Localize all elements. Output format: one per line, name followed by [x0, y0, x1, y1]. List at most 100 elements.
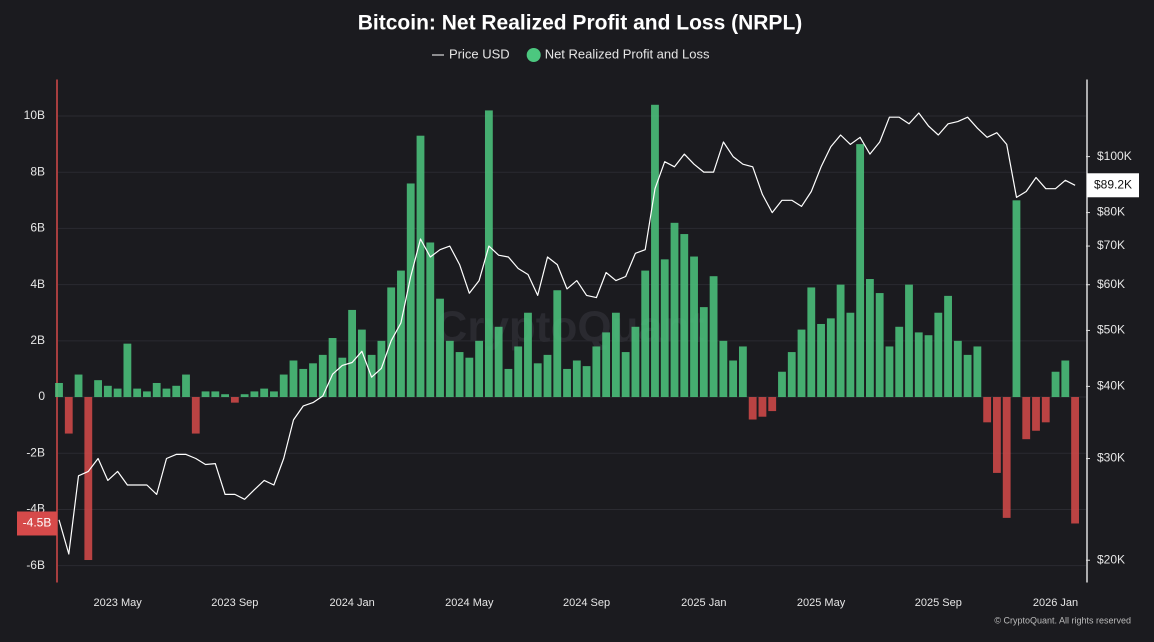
bar — [221, 394, 229, 398]
legend-swatch — [526, 48, 541, 62]
bar — [240, 394, 249, 398]
bar — [953, 340, 962, 398]
bar — [426, 242, 435, 398]
legend-label: Net Realized Profit and Loss — [545, 46, 710, 61]
bar — [572, 360, 581, 398]
bar — [348, 309, 357, 398]
bar — [543, 354, 552, 398]
bar — [1051, 371, 1060, 398]
bar — [905, 284, 913, 398]
legend: Price USD Net Realized Profit and Loss — [432, 46, 710, 62]
y2-tick-label: $20K — [1097, 552, 1125, 566]
bar — [553, 290, 562, 398]
bar — [318, 354, 327, 398]
bar — [973, 346, 982, 398]
bar — [660, 259, 669, 398]
x-tick-label: 2025 Sep — [915, 597, 962, 609]
footer: © CryptoQuant. All rights reserved — [994, 615, 1131, 625]
bar — [729, 360, 738, 398]
bar — [484, 110, 493, 398]
bar — [592, 346, 601, 398]
bar — [230, 397, 239, 403]
bar — [1012, 200, 1021, 398]
last-price-box — [1087, 173, 1139, 198]
y-tick-label: 4B — [30, 277, 45, 291]
bar — [807, 287, 816, 398]
bar — [299, 368, 308, 398]
bar — [250, 391, 259, 398]
bar — [699, 307, 708, 398]
bar — [143, 391, 151, 398]
bar — [709, 276, 718, 398]
x-tick-label: 2026 Jan — [1033, 597, 1078, 609]
bar — [924, 335, 933, 398]
bar — [533, 363, 542, 398]
bar — [768, 397, 777, 412]
bar — [826, 318, 835, 398]
bar — [74, 374, 83, 398]
bar — [1041, 397, 1050, 423]
bar — [524, 312, 532, 398]
y2-tick-label: $40K — [1097, 379, 1125, 393]
y2-tick-label: $30K — [1097, 451, 1125, 465]
last-value-box — [17, 511, 57, 536]
bar — [738, 346, 747, 398]
bar — [191, 397, 200, 434]
y-tick-label: -6B — [26, 558, 45, 572]
bar — [651, 104, 659, 398]
bar — [309, 363, 317, 398]
bar — [563, 368, 571, 398]
y-tick-label: 6B — [30, 221, 45, 235]
legend-label: Price USD — [449, 46, 510, 61]
bar — [778, 371, 786, 398]
bar — [875, 293, 884, 398]
bar — [602, 332, 611, 398]
bar — [416, 135, 425, 398]
bar — [436, 298, 444, 398]
bar — [162, 388, 171, 398]
x-tick-label: 2024 May — [445, 597, 494, 609]
bar — [123, 343, 132, 398]
x-tick-label: 2024 Sep — [563, 597, 610, 609]
bar — [866, 279, 874, 398]
bar — [201, 391, 210, 398]
bar — [465, 357, 474, 398]
bar — [817, 323, 825, 398]
bar — [211, 391, 220, 398]
bar — [328, 338, 337, 398]
bar — [914, 332, 923, 398]
bar — [748, 397, 757, 420]
y-tick-label: 2B — [30, 333, 45, 347]
bar — [993, 397, 1001, 473]
bar — [836, 284, 845, 398]
bar — [944, 295, 952, 398]
bar — [397, 270, 405, 398]
bar — [406, 183, 415, 398]
y-tick-label: -2B — [26, 445, 45, 459]
bar — [895, 326, 904, 398]
bar — [55, 382, 63, 398]
bar — [279, 374, 288, 398]
price-line — [58, 112, 1076, 555]
y2-tick-label: $70K — [1097, 238, 1125, 252]
x-tick-label: 2023 May — [93, 597, 142, 609]
bar — [64, 397, 73, 434]
bar — [621, 352, 630, 398]
y-tick-label: 8B — [30, 164, 45, 178]
bar — [983, 397, 992, 423]
bar — [885, 346, 894, 398]
last-value-label: -4.5B — [23, 516, 52, 530]
bar — [856, 144, 865, 398]
bar — [94, 380, 102, 398]
bar — [582, 366, 591, 398]
x-tick-label: 2024 Jan — [329, 597, 374, 609]
bar — [113, 388, 122, 398]
bar — [670, 222, 679, 398]
bar — [84, 397, 93, 561]
bar — [357, 329, 366, 398]
last-price-label: $89.2K — [1094, 177, 1132, 191]
chart-title: Bitcoin: Net Realized Profit and Loss (N… — [358, 12, 803, 35]
bar — [455, 352, 464, 398]
bar — [758, 397, 767, 417]
